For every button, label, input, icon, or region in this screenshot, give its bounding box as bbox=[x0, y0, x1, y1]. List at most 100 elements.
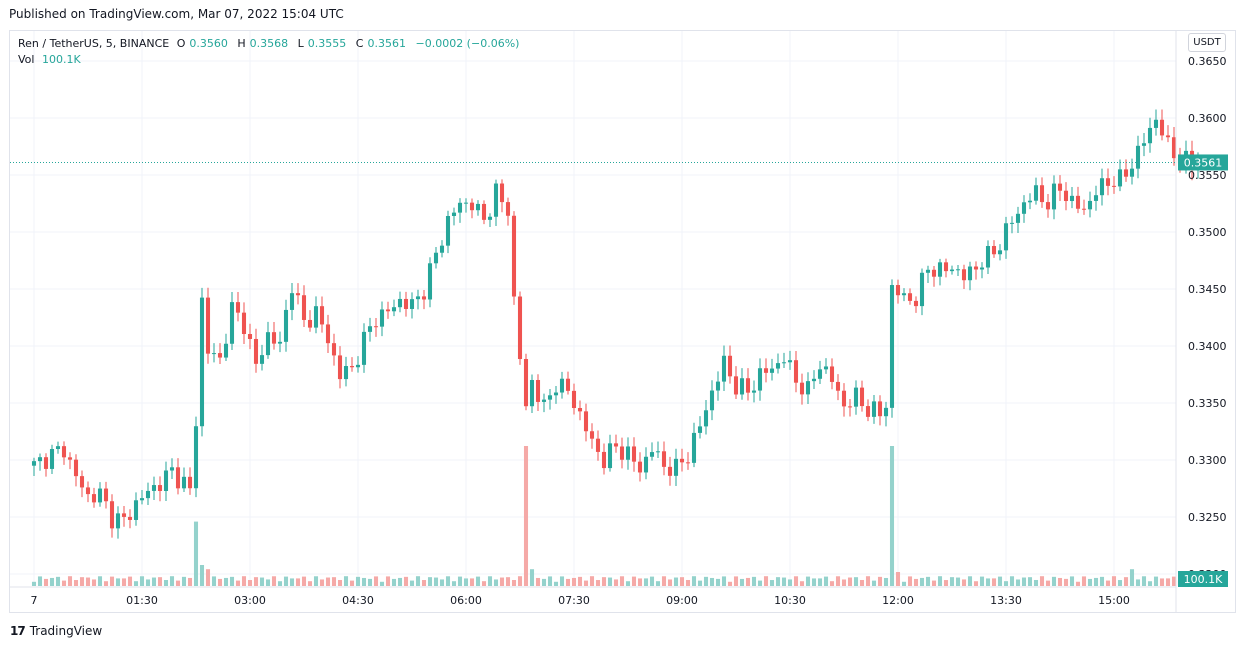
volume-bar bbox=[997, 576, 1003, 586]
volume-bar bbox=[223, 577, 229, 586]
candle-body bbox=[217, 353, 223, 358]
legend-vol-value: 100.1K bbox=[41, 53, 81, 66]
volume-bar bbox=[487, 576, 493, 586]
candle-body bbox=[439, 245, 445, 253]
volume-bar bbox=[151, 577, 157, 586]
volume-bar bbox=[1159, 578, 1165, 586]
candle-body bbox=[1123, 169, 1129, 177]
tradingview-brand: TradingView bbox=[29, 624, 103, 638]
volume-bar bbox=[727, 581, 733, 586]
time-tick-label: 10:30 bbox=[774, 594, 806, 607]
candle-body bbox=[205, 297, 211, 354]
legend-symbol[interactable]: Ren / TetherUS, 5, BINANCE bbox=[18, 37, 170, 50]
volume-bar bbox=[307, 581, 313, 586]
candle-body bbox=[895, 285, 901, 296]
candle-body bbox=[1069, 195, 1075, 202]
volume-bar bbox=[919, 577, 925, 586]
candle-body bbox=[1021, 202, 1027, 214]
chart-frame[interactable] bbox=[9, 30, 1236, 613]
volume-bar bbox=[145, 579, 151, 586]
volume-bar bbox=[463, 578, 469, 586]
volume-bar bbox=[541, 578, 547, 586]
volume-bar bbox=[619, 576, 625, 586]
candle-body bbox=[697, 426, 703, 433]
volume-bar bbox=[1027, 577, 1033, 586]
candle-body bbox=[979, 267, 985, 270]
tradingview-logo[interactable]: 17 TradingView bbox=[10, 624, 102, 638]
volume-bar bbox=[301, 576, 307, 586]
currency-button[interactable]: USDT bbox=[1188, 33, 1226, 52]
volume-bar bbox=[1105, 580, 1111, 586]
candle-body bbox=[919, 272, 925, 307]
volume-bar bbox=[949, 577, 955, 586]
candle-body bbox=[943, 262, 949, 272]
candle-body bbox=[283, 309, 289, 342]
volume-bar bbox=[157, 577, 163, 586]
candle-body bbox=[817, 369, 823, 379]
volume-bar bbox=[559, 576, 565, 586]
candle-body bbox=[673, 458, 679, 476]
volume-bar bbox=[61, 580, 67, 586]
volume-bar bbox=[205, 569, 211, 586]
volume-bar bbox=[481, 581, 487, 586]
candle-body bbox=[457, 202, 463, 213]
candle-body bbox=[265, 332, 271, 356]
candle-body bbox=[409, 299, 415, 309]
candle-body bbox=[901, 293, 907, 296]
volume-bar bbox=[1075, 581, 1081, 586]
candle-body bbox=[967, 266, 973, 281]
candle-body bbox=[301, 295, 307, 320]
candle-body bbox=[889, 285, 895, 408]
volume-bar bbox=[751, 576, 757, 586]
last-price-badge bbox=[1178, 154, 1228, 171]
volume-bar bbox=[613, 579, 619, 586]
volume-bar bbox=[331, 577, 337, 586]
volume-bar bbox=[349, 580, 355, 586]
candle-body bbox=[691, 432, 697, 463]
candle-body bbox=[157, 485, 163, 492]
candle-body bbox=[49, 448, 55, 469]
legend-change: −0.0002 (−0.06%) bbox=[415, 37, 520, 50]
candle-body bbox=[829, 366, 835, 382]
candle-body bbox=[721, 355, 727, 382]
volume-bar bbox=[757, 580, 763, 586]
volume-bar bbox=[91, 579, 97, 586]
volume-bar bbox=[979, 576, 985, 586]
volume-bar bbox=[589, 576, 595, 586]
candle-body bbox=[403, 298, 409, 309]
candle-body bbox=[121, 513, 127, 517]
candle-body bbox=[511, 215, 517, 297]
volume-bar bbox=[121, 578, 127, 586]
candle-body bbox=[295, 293, 301, 296]
candle-body bbox=[139, 498, 145, 501]
volume-bar bbox=[535, 577, 541, 586]
candle-body bbox=[193, 426, 199, 489]
legend-open: O 0.3560 bbox=[176, 37, 228, 50]
time-tick-label: 15:00 bbox=[1098, 594, 1130, 607]
candle-body bbox=[1111, 185, 1117, 187]
legend-vol-label[interactable]: Vol bbox=[18, 53, 35, 66]
volume-bar bbox=[1015, 579, 1021, 586]
candle-body bbox=[1141, 143, 1147, 146]
volume-bar bbox=[85, 577, 91, 586]
volume-bar bbox=[859, 579, 865, 586]
last-volume-label: 100.1K bbox=[1178, 571, 1228, 587]
candle-body bbox=[865, 406, 871, 417]
price-axis: 0.3650 0.3600 0.3550 0.3500 0.3450 0.3400 0.33… bbox=[1188, 55, 1227, 581]
candle-body bbox=[427, 263, 433, 300]
volume-bar bbox=[775, 577, 781, 586]
candle-body bbox=[91, 494, 97, 503]
volume-bar bbox=[1033, 579, 1039, 586]
volume-bar bbox=[265, 579, 271, 586]
volume-bar bbox=[169, 576, 175, 586]
candle-body bbox=[1117, 169, 1123, 187]
candle-body bbox=[175, 467, 181, 489]
volume-bar bbox=[661, 576, 667, 586]
candle-body bbox=[907, 293, 913, 301]
last-price-text: 0.3561 bbox=[1184, 156, 1223, 169]
candle-body bbox=[379, 309, 385, 327]
candle-body bbox=[463, 202, 469, 204]
candle-body bbox=[883, 407, 889, 417]
candle-body bbox=[481, 203, 487, 220]
